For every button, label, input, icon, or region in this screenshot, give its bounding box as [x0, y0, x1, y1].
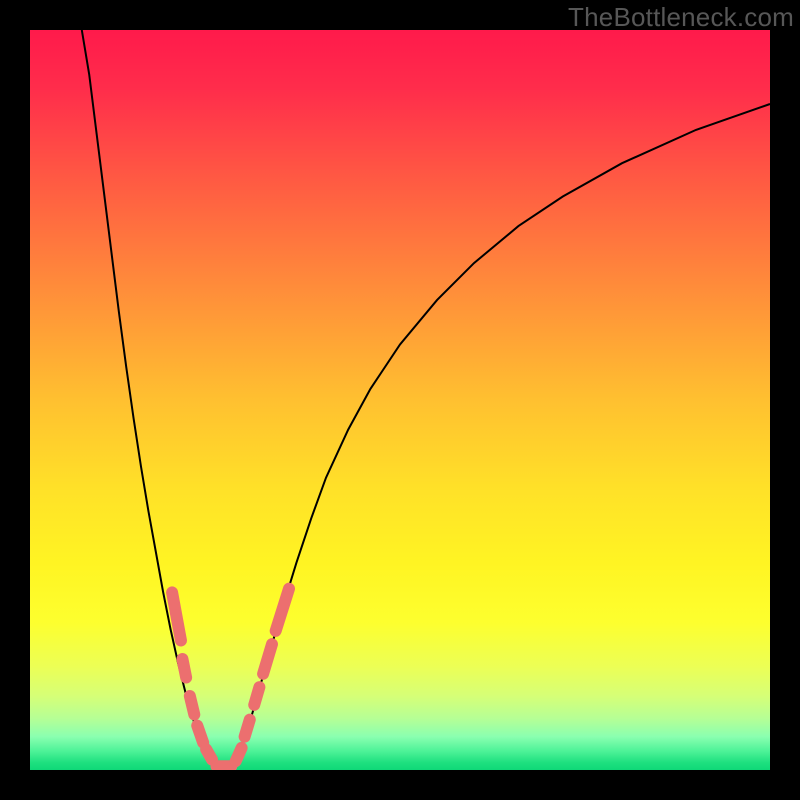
marker-pill [197, 726, 203, 743]
curve-right [222, 104, 770, 769]
marker-pill [245, 720, 250, 737]
curve-left [82, 30, 223, 769]
marker-pill [206, 749, 212, 759]
marker-pills [172, 589, 289, 767]
marker-pill [263, 644, 272, 674]
curves-layer [30, 30, 770, 770]
marker-pill [182, 659, 186, 678]
marker-pill [190, 696, 194, 715]
chart-frame: TheBottleneck.com [0, 0, 800, 800]
border-left [0, 0, 30, 800]
plot-area [30, 30, 770, 770]
marker-pill [254, 687, 259, 705]
marker-pill [172, 592, 181, 640]
marker-pill [276, 589, 289, 631]
border-right [770, 0, 800, 800]
marker-pill [236, 748, 242, 761]
border-bottom [0, 770, 800, 800]
watermark-text: TheBottleneck.com [568, 2, 794, 33]
